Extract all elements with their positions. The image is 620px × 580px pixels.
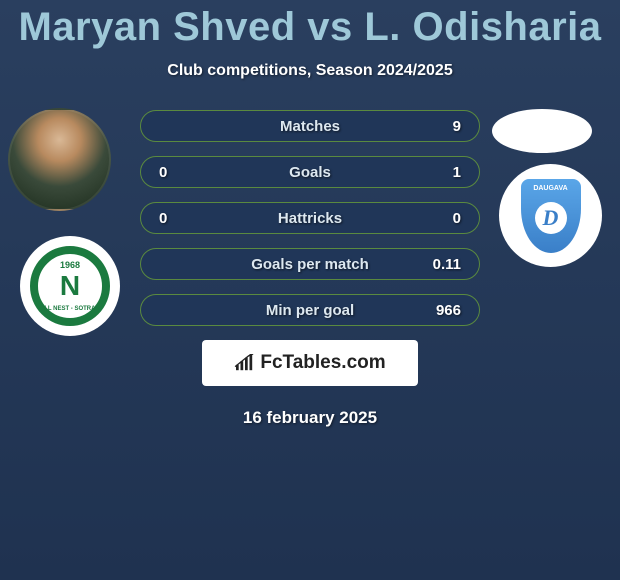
club-right-badge: DAUGAVA D: [499, 164, 602, 267]
brand-text: FcTables.com: [260, 352, 385, 374]
stat-right-value: 966: [421, 302, 461, 319]
stat-label: Matches: [280, 118, 340, 135]
stats-list: Matches 9 0 Goals 1 0 Hattricks 0 Goals …: [140, 108, 480, 326]
club-left-letter: N: [60, 275, 80, 297]
club-right-top-text: DAUGAVA: [533, 185, 567, 192]
brand-box[interactable]: FcTables.com: [202, 340, 418, 386]
club-left-badge-inner: 1968 N I.L NEST - SOTRA: [30, 246, 110, 326]
page-subtitle: Club competitions, Season 2024/2025: [0, 62, 620, 80]
club-right-letter: D: [535, 202, 567, 234]
stat-label: Goals per match: [251, 256, 369, 273]
comparison-content: 1968 N I.L NEST - SOTRA DAUGAVA D Matche…: [0, 108, 620, 428]
stat-row: 0 Goals 1: [140, 156, 480, 188]
player-right-avatar: [492, 109, 592, 153]
club-left-year: 1968: [60, 260, 80, 270]
stat-row: Goals per match 0.11: [140, 248, 480, 280]
date-label: 16 february 2025: [0, 408, 620, 428]
club-left-badge: 1968 N I.L NEST - SOTRA: [20, 236, 120, 336]
stat-label: Hattricks: [278, 210, 342, 227]
stat-right-value: 0: [421, 210, 461, 227]
stat-right-value: 1: [421, 164, 461, 181]
club-right-shield: DAUGAVA D: [521, 179, 581, 253]
player-left-avatar: [8, 108, 111, 211]
stat-left-value: 0: [159, 164, 199, 181]
club-left-name: I.L NEST - SOTRA: [45, 306, 96, 312]
stat-label: Goals: [289, 164, 331, 181]
stat-row: Min per goal 966: [140, 294, 480, 326]
stat-right-value: 0.11: [421, 256, 461, 273]
chart-icon: [234, 354, 256, 372]
page-title: Maryan Shved vs L. Odisharia: [0, 0, 620, 50]
stat-row: 0 Hattricks 0: [140, 202, 480, 234]
stat-row: Matches 9: [140, 110, 480, 142]
stat-right-value: 9: [421, 118, 461, 135]
stat-left-value: 0: [159, 210, 199, 227]
stat-label: Min per goal: [266, 302, 354, 319]
